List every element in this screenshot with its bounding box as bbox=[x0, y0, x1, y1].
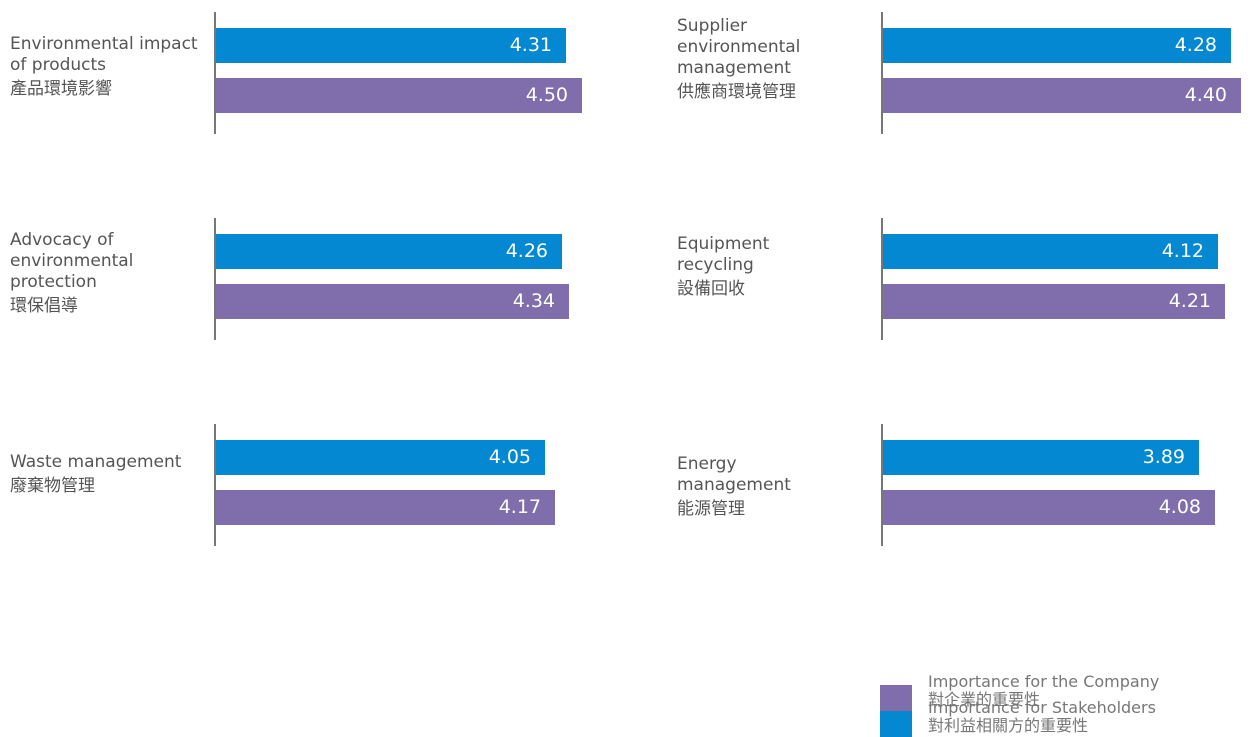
bar-company-advocacy-of-environmental-protection bbox=[216, 284, 569, 319]
bar-company-waste-management bbox=[216, 490, 555, 525]
data-label: 4.31 bbox=[509, 34, 552, 56]
category-label-en: Supplier environmental management bbox=[677, 16, 801, 78]
bar-company-environmental-impact-of-products bbox=[216, 78, 582, 113]
category-label-waste-management: Waste management 廢棄物管理 bbox=[10, 452, 205, 497]
axis-line bbox=[881, 424, 883, 546]
axis-line bbox=[881, 12, 883, 134]
legend-label-company: Importance for the Company 對企業的重要性 bbox=[928, 673, 1159, 709]
axis-line bbox=[881, 218, 883, 340]
category-label-zh: 供應商環境管理 bbox=[677, 82, 796, 102]
category-label-en: Waste management bbox=[10, 452, 182, 472]
bar-stakeholders-advocacy-of-environmental-protection bbox=[216, 234, 562, 269]
data-label: 4.05 bbox=[488, 446, 531, 468]
data-label: 4.08 bbox=[1158, 496, 1201, 518]
category-label-en: Equipment recycling bbox=[677, 234, 770, 275]
data-label: 4.12 bbox=[1161, 240, 1204, 262]
bar-stakeholders-equipment-recycling bbox=[883, 234, 1218, 269]
bar-stakeholders-environmental-impact-of-products bbox=[216, 28, 566, 63]
category-label-zh: 廢棄物管理 bbox=[10, 476, 95, 496]
legend-label-company-en: Importance for the Company bbox=[928, 672, 1160, 691]
legend-label-stakeholders-en: Importance for Stakeholders bbox=[928, 698, 1156, 717]
bar-stakeholders-waste-management bbox=[216, 440, 545, 475]
category-label-en: Advocacy of environmental protection bbox=[10, 230, 134, 292]
category-label-equipment-recycling: Equipment recycling 設備回收 bbox=[677, 234, 827, 300]
category-label-zh: 產品環境影響 bbox=[10, 79, 112, 99]
category-label-en: Energy management bbox=[677, 454, 791, 495]
bar-company-energy-management bbox=[883, 490, 1215, 525]
category-label-supplier-environmental-management: Supplier environmental management 供應商環境管理 bbox=[677, 16, 837, 103]
data-label: 3.89 bbox=[1142, 446, 1185, 468]
legend-label-company-zh: 對企業的重要性 bbox=[928, 690, 1041, 709]
bar-company-equipment-recycling bbox=[883, 284, 1225, 319]
category-label-zh: 設備回收 bbox=[677, 279, 745, 299]
data-label: 4.50 bbox=[525, 84, 568, 106]
category-label-zh: 環保倡導 bbox=[10, 296, 78, 316]
category-label-environmental-impact-of-products: Environmental impact of products 產品環境影響 bbox=[10, 34, 205, 100]
bar-stakeholders-energy-management bbox=[883, 440, 1199, 475]
legend-label-stakeholders-zh: 對利益相關方的重要性 bbox=[928, 716, 1089, 735]
legend-swatch-company bbox=[880, 685, 912, 711]
data-label: 4.17 bbox=[498, 496, 541, 518]
axis-line bbox=[214, 12, 216, 134]
bar-stakeholders-supplier-environmental-management bbox=[883, 28, 1231, 63]
category-label-zh: 能源管理 bbox=[677, 499, 745, 519]
category-label-energy-management: Energy management 能源管理 bbox=[677, 454, 827, 520]
legend-swatch-stakeholders bbox=[880, 711, 912, 737]
axis-line bbox=[214, 218, 216, 340]
data-label: 4.26 bbox=[505, 240, 548, 262]
axis-line bbox=[214, 424, 216, 546]
data-label: 4.40 bbox=[1184, 84, 1227, 106]
data-label: 4.28 bbox=[1174, 34, 1217, 56]
data-label: 4.21 bbox=[1168, 290, 1211, 312]
category-label-en: Environmental impact of products bbox=[10, 34, 198, 75]
category-label-advocacy-of-environmental-protection: Advocacy of environmental protection 環保倡導 bbox=[10, 230, 160, 317]
data-label: 4.34 bbox=[512, 290, 555, 312]
bar-company-supplier-environmental-management bbox=[883, 78, 1241, 113]
